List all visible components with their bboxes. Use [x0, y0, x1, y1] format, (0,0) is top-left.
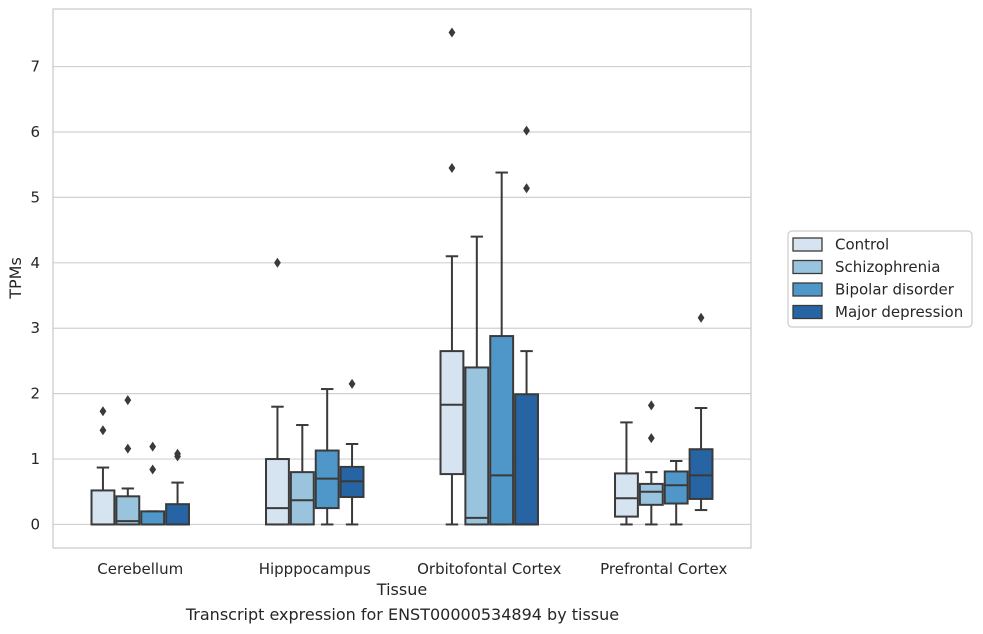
box-iqr: [489, 335, 515, 526]
y-tick-label: 3: [30, 319, 40, 337]
box-major-depression: [688, 312, 714, 512]
legend-frame: [787, 230, 973, 328]
box-control: [614, 421, 639, 526]
legend-swatch: [792, 259, 823, 275]
outlier-marker: [448, 162, 456, 173]
outlier-marker: [99, 425, 107, 436]
x-axis-title: Tissue: [376, 580, 427, 599]
outlier-marker: [174, 448, 181, 459]
x-tick-label: Prefrontal Cortex: [600, 560, 727, 578]
box-iqr: [289, 471, 315, 526]
box-control: [439, 27, 465, 526]
outlier-marker: [99, 406, 107, 417]
box-major-depression: [514, 125, 539, 526]
y-axis-title: TPMs: [6, 257, 25, 300]
box-schizophrenia: [464, 235, 490, 526]
x-tick-label: Hipppocampus: [259, 560, 371, 578]
y-tick-label: 1: [30, 450, 40, 468]
legend-swatch: [792, 282, 823, 297]
y-axis-ticks: 0 1 2 3 4 5 6 7: [30, 58, 40, 534]
box-schizophrenia: [289, 424, 315, 526]
box-bipolar-disorder: [314, 388, 340, 526]
box-iqr: [663, 470, 689, 505]
box-iqr: [439, 350, 465, 476]
y-tick-label: 4: [30, 254, 40, 272]
box-control: [90, 406, 116, 526]
x-tick-label: Orbitofontal Cortex: [417, 560, 561, 578]
y-tick-label: 2: [30, 385, 40, 403]
legend-label: Control: [835, 236, 889, 254]
legend-label: Schizophrenia: [835, 258, 940, 276]
outlier-marker: [124, 395, 132, 406]
chart-caption: Transcript expression for ENST0000053489…: [185, 605, 620, 624]
outlier-marker: [647, 400, 655, 411]
outlier-marker: [124, 443, 132, 454]
outlier-marker: [523, 183, 530, 194]
x-axis-ticks: Cerebellum Hipppocampus Orbitofontal Corte…: [97, 560, 727, 578]
box-control: [265, 257, 290, 526]
box-iqr: [140, 510, 166, 526]
legend-swatch: [792, 304, 823, 320]
y-tick-label: 6: [30, 123, 40, 141]
box-major-depression: [165, 448, 190, 526]
legend-label: Bipolar disorder: [835, 281, 955, 299]
box-iqr: [464, 366, 490, 526]
outlier-marker: [274, 257, 281, 268]
box-groups: [90, 27, 714, 526]
box-iqr: [688, 448, 714, 500]
y-tick-label: 5: [30, 188, 40, 206]
legend: Control Schizophrenia Bipolar disorder Majo…: [787, 230, 973, 328]
y-tick-label: 7: [30, 58, 40, 76]
outlier-marker: [149, 464, 157, 475]
box-iqr: [115, 495, 141, 526]
legend-label: Major depression: [835, 303, 963, 321]
box-bipolar-disorder: [663, 460, 689, 526]
box-bipolar-disorder: [140, 441, 166, 526]
box-schizophrenia: [115, 395, 141, 526]
x-tick-label: Cerebellum: [97, 560, 183, 578]
box-iqr: [638, 482, 664, 506]
box-iqr: [90, 489, 116, 526]
box-plot-chart: 0 1 2 3 4 5 6 7 Cerebellum Hipppocampus Orbitofon…: [6, 8, 973, 599]
outlier-marker: [149, 441, 157, 452]
box-iqr: [514, 393, 539, 526]
box-iqr: [165, 503, 190, 526]
box-iqr: [265, 458, 290, 526]
y-tick-label: 0: [30, 515, 40, 533]
outlier-marker: [523, 125, 530, 136]
box-bipolar-disorder: [489, 171, 515, 526]
box-schizophrenia: [638, 400, 664, 526]
box-iqr: [614, 472, 639, 518]
outlier-marker: [697, 312, 705, 323]
outlier-marker: [647, 433, 655, 444]
outlier-marker: [448, 27, 456, 38]
box-major-depression: [339, 378, 365, 526]
gridlines: [53, 65, 751, 526]
plot-area-frame: [52, 8, 752, 549]
outlier-marker: [348, 378, 356, 389]
legend-swatch: [792, 237, 823, 252]
